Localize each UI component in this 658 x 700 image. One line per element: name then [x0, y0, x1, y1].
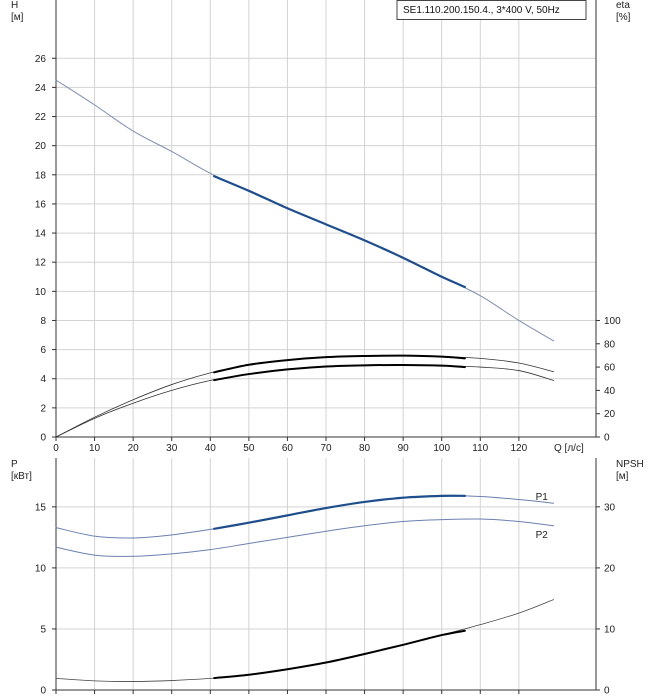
left-tick-label: 0 [40, 433, 46, 444]
left-tick-label: 0 [40, 686, 46, 697]
left-tick-label: 12 [35, 258, 47, 269]
x-tick-label: 20 [128, 443, 140, 454]
right-tick-label: 0 [604, 433, 610, 444]
right-axis-label: NPSH [616, 459, 644, 470]
series-line [55, 518, 555, 557]
series-label-p2: P2 [536, 530, 549, 541]
x-tick-label: 50 [243, 443, 255, 454]
right-tick-label: 60 [604, 363, 616, 374]
right-tick-label: 10 [604, 624, 616, 635]
x-tick-label: 0 [53, 443, 59, 454]
x-tick-label: 70 [320, 443, 332, 454]
series-line [213, 363, 466, 382]
right-tick-label: 20 [604, 563, 616, 574]
x-axis-label: Q [л/с] [554, 443, 584, 454]
x-tick-label: 90 [398, 443, 410, 454]
right-axis-unit: [м] [616, 471, 629, 482]
left-tick-label: 24 [35, 83, 47, 94]
series-line [55, 599, 554, 682]
left-axis-unit: [м] [11, 12, 24, 23]
left-tick-label: 8 [40, 316, 46, 327]
left-tick-label: 5 [40, 624, 46, 635]
series-line [55, 79, 555, 342]
series-label-p1: P1 [536, 492, 549, 503]
left-tick-label: 4 [40, 374, 46, 385]
series-line [213, 354, 466, 374]
series-line [213, 629, 466, 680]
left-tick-label: 10 [35, 287, 47, 298]
x-tick-label: 40 [205, 443, 217, 454]
chart-title: SE1.110.200.150.4., 3*400 V, 50Hz [403, 5, 560, 16]
series-line [213, 494, 466, 530]
left-tick-label: 18 [35, 170, 47, 181]
right-tick-label: 20 [604, 409, 616, 420]
series-line [213, 175, 466, 289]
left-axis-label: H [11, 0, 18, 11]
right-axis-label: eta [616, 0, 630, 11]
left-tick-label: 16 [35, 199, 47, 210]
left-axis-label: P [11, 459, 18, 470]
left-tick-label: 15 [35, 502, 47, 513]
right-axis-unit: [%] [616, 12, 631, 23]
x-tick-label: 10 [89, 443, 101, 454]
right-tick-label: 100 [604, 316, 621, 327]
left-axis-unit: [кВт] [11, 471, 32, 482]
x-tick-label: 80 [359, 443, 371, 454]
title-box [396, 0, 587, 20]
x-tick-label: 30 [166, 443, 178, 454]
right-tick-label: 80 [604, 339, 616, 350]
x-tick-label: 100 [433, 443, 450, 454]
left-tick-label: 26 [35, 54, 47, 65]
left-tick-label: 6 [40, 345, 46, 356]
left-tick-label: 20 [35, 141, 47, 152]
left-tick-label: 10 [35, 563, 47, 574]
x-tick-label: 120 [511, 443, 528, 454]
right-tick-label: 40 [604, 386, 616, 397]
left-tick-label: 22 [35, 112, 47, 123]
right-tick-label: 30 [604, 502, 616, 513]
left-tick-label: 14 [35, 229, 47, 240]
left-tick-label: 2 [40, 403, 46, 414]
series-line [55, 495, 555, 539]
right-tick-label: 0 [604, 686, 610, 697]
x-tick-label: 110 [472, 443, 488, 454]
x-tick-label: 60 [282, 443, 294, 454]
